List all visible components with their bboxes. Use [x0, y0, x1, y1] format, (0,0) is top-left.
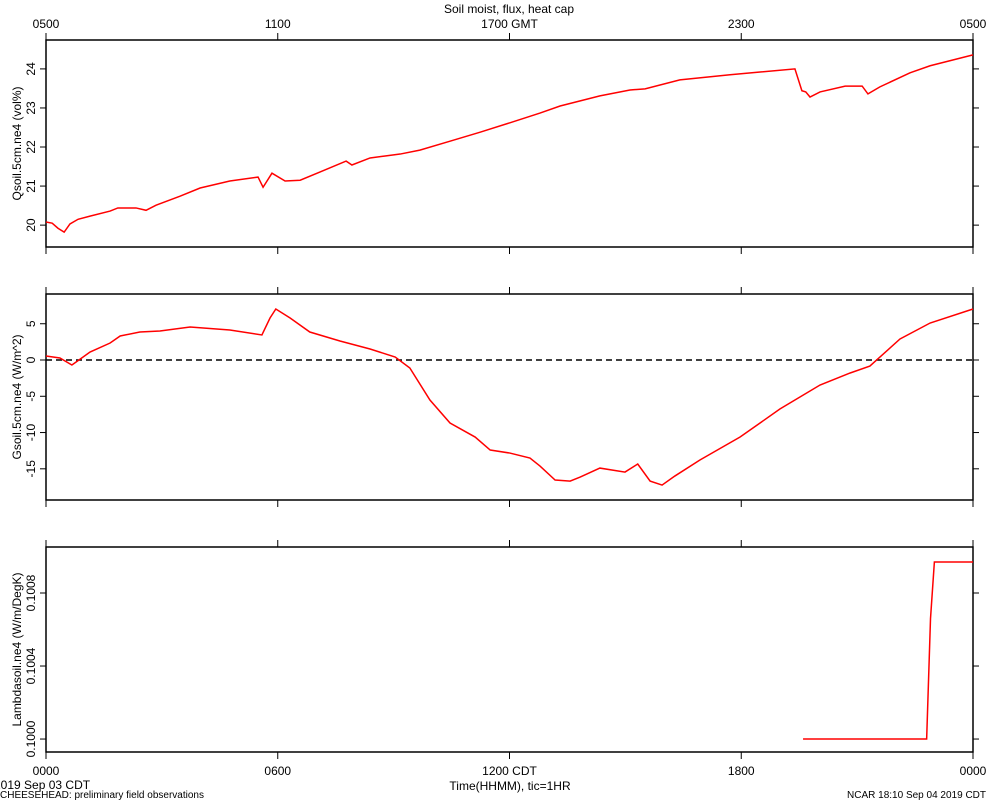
x2-tick-label: 1700 GMT: [481, 17, 538, 31]
x-tick-label: 0000: [960, 764, 987, 778]
y-tick-label: 20: [24, 218, 38, 232]
y-tick-label: -15: [24, 460, 38, 478]
plot-frame: [45, 546, 974, 753]
y-axis-label: Lambdasoil.ne4 (W/m/DegK): [10, 572, 24, 726]
y-tick-label: 22: [24, 140, 38, 154]
x-tick-label: 1200 CDT: [482, 764, 537, 778]
data-line: [45, 54, 974, 234]
footer-left: CHEESEHEAD: preliminary field observatio…: [0, 790, 204, 800]
x-tick-label: 0000: [33, 764, 60, 778]
x2-tick-label: 0500: [33, 17, 60, 31]
data-line: [45, 307, 974, 486]
chart-title: Soil moist, flux, heat cap: [444, 2, 574, 16]
y-tick-label: 23: [24, 101, 38, 115]
y-tick-label: 0.1000: [24, 720, 38, 757]
y-tick-label: 5: [24, 320, 38, 327]
y-axis-label: Qsoil.5cm.ne4 (vol%): [10, 86, 24, 200]
y-tick-label: 21: [24, 179, 38, 193]
x2-tick-label: 2300: [728, 17, 755, 31]
x2-tick-label: 1100: [265, 17, 291, 31]
x-tick-label: 1800: [728, 764, 755, 778]
footer-date: 2019 Sep 03 CDT: [0, 778, 91, 792]
y-tick-label: 0.1008: [24, 574, 38, 611]
footer-right: NCAR 18:10 Sep 04 2019 CDT: [847, 790, 986, 800]
plot-frame: [45, 39, 974, 248]
y-tick-label: 0.1004: [24, 647, 38, 684]
y-tick-label: -10: [24, 424, 38, 442]
y-tick-label: 24: [24, 62, 38, 76]
y-axis-label: Gsoil.5cm.ne4 (W/m^2): [10, 335, 24, 460]
x-tick-label: 0600: [264, 764, 291, 778]
y-tick-label: 0: [24, 356, 38, 363]
x-axis-label: Time(HHMM), tic=1HR: [449, 779, 571, 793]
x2-tick-label: 0500: [960, 17, 987, 31]
data-line: [803, 561, 973, 740]
plot-frame: [45, 293, 974, 501]
y-tick-label: -5: [24, 391, 38, 402]
